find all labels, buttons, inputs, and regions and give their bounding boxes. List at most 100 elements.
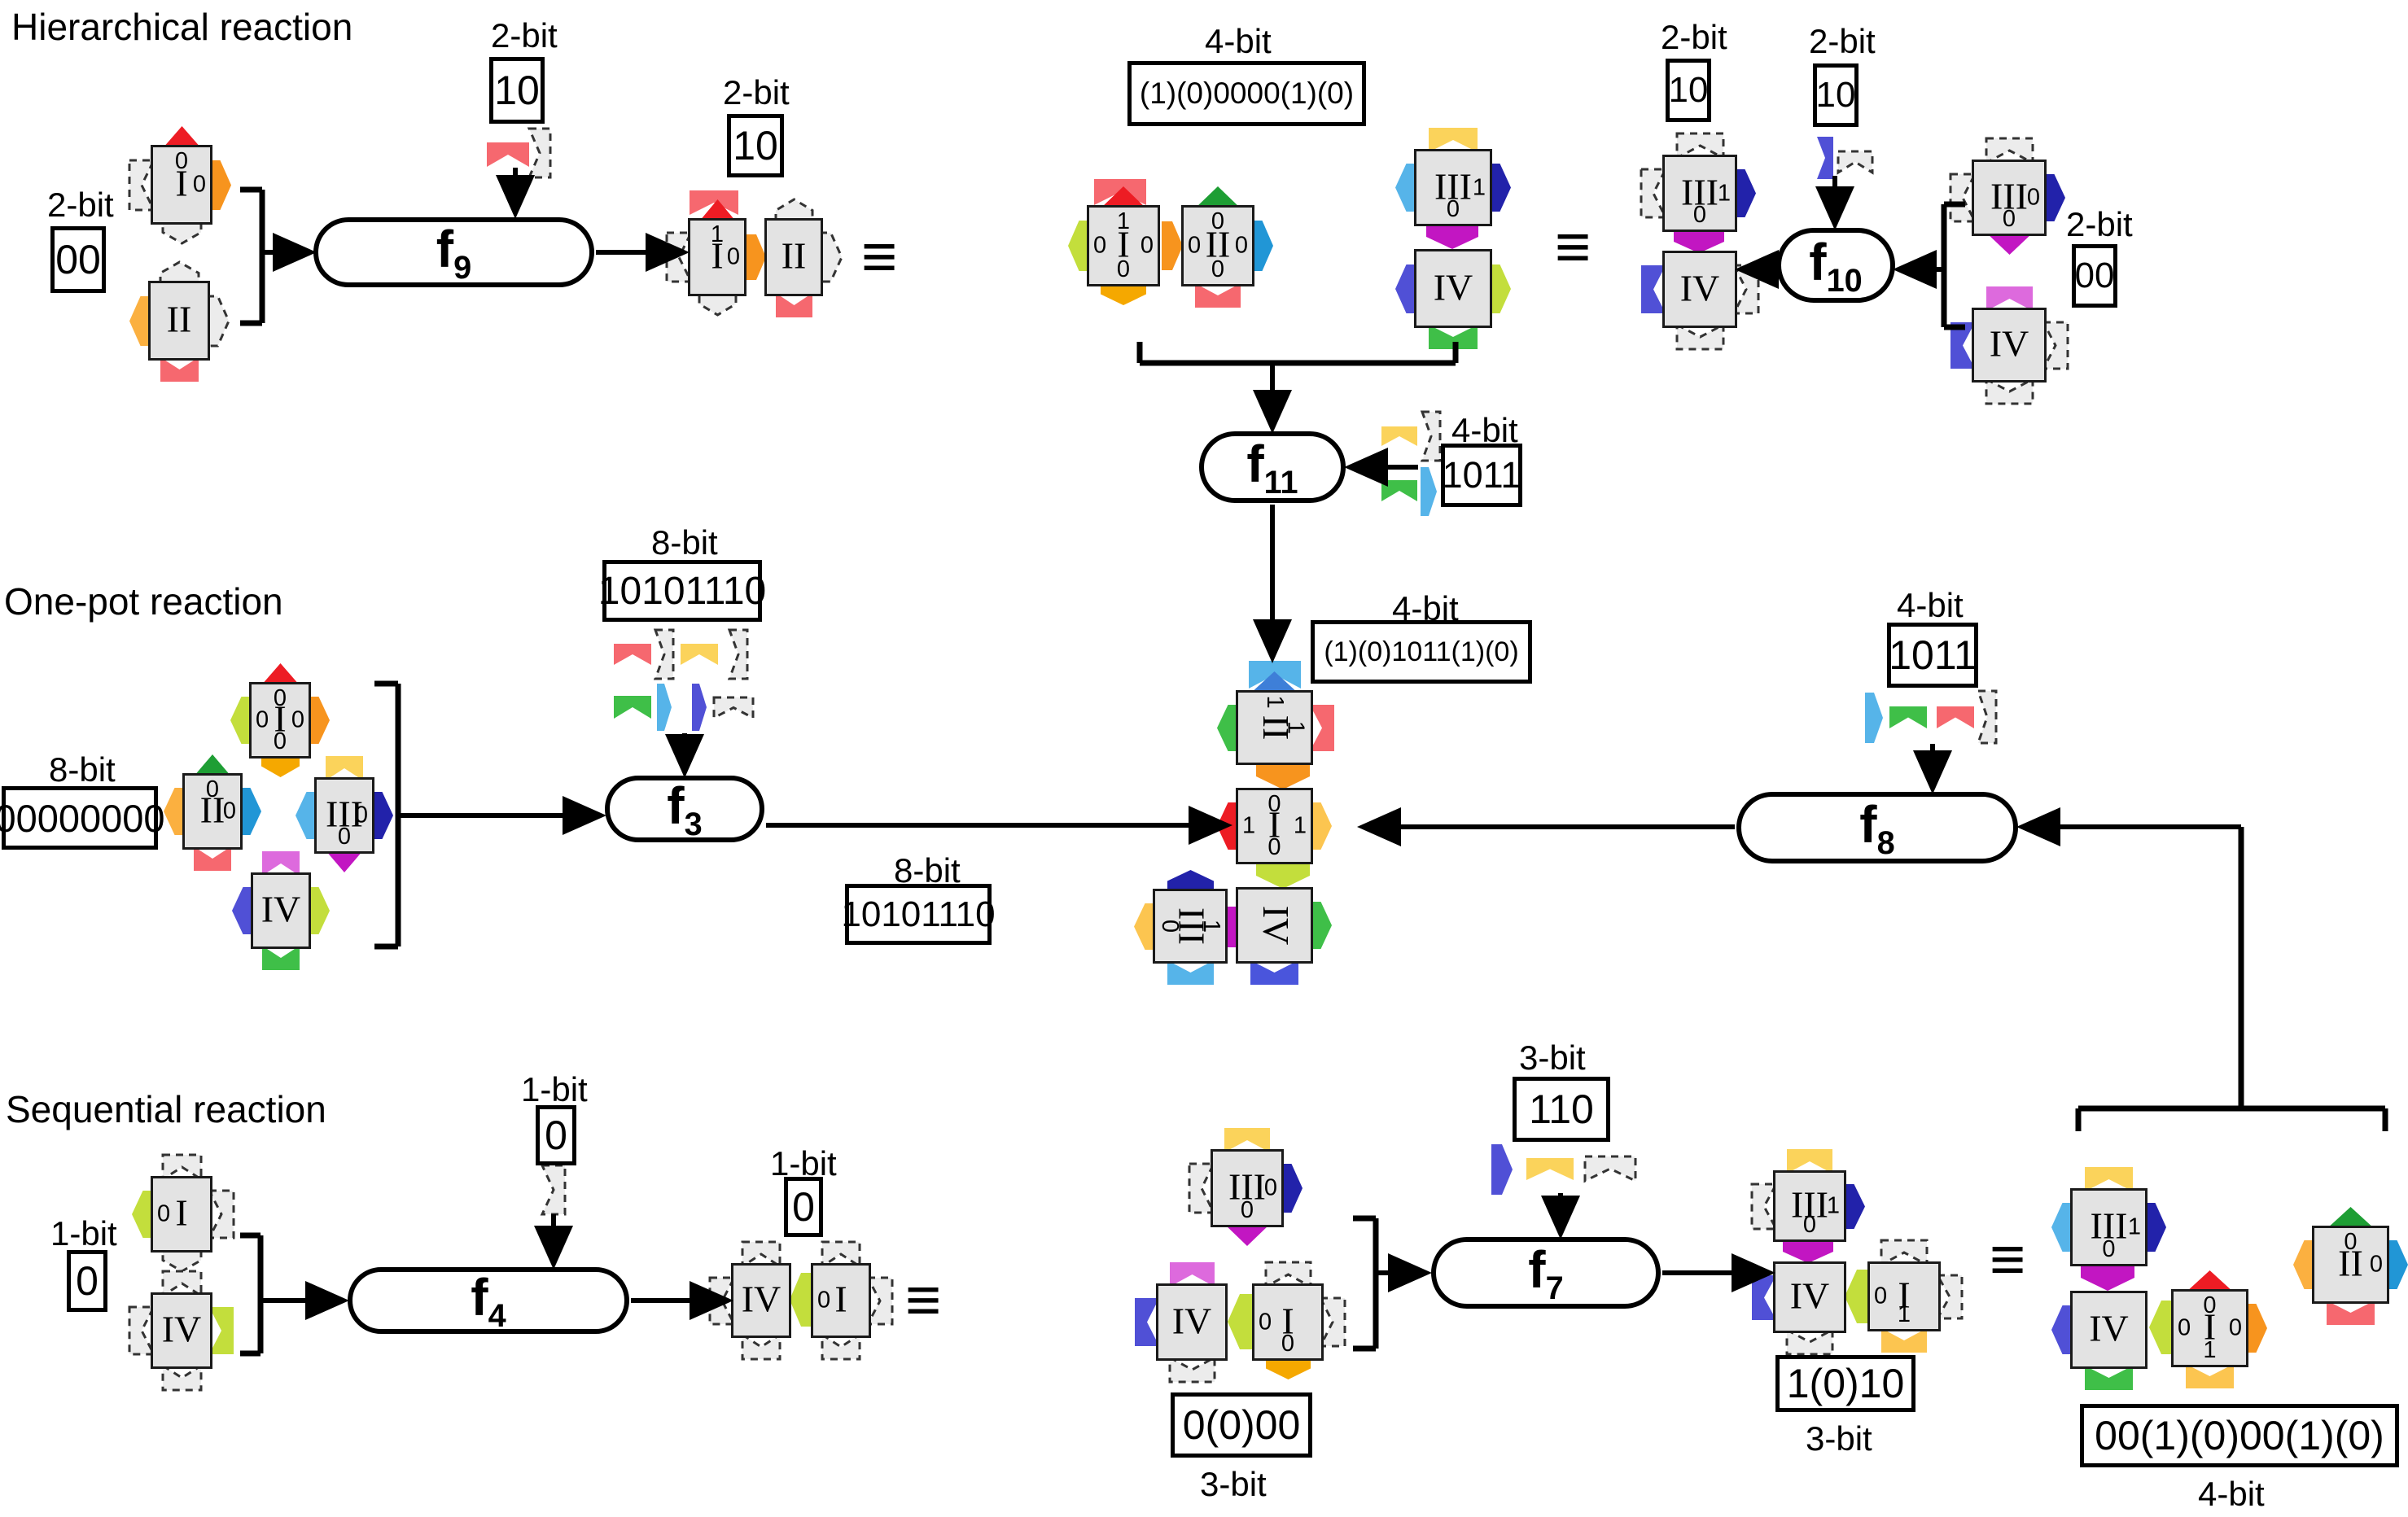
tile-bit-bottom: 0 xyxy=(337,824,352,850)
tile-f10-in-IV: IV xyxy=(1972,308,2047,383)
tile-numeral: I xyxy=(711,234,724,277)
dyellow-chev-tab-icon xyxy=(1134,903,1156,950)
bit-label-br-out: 4-bit xyxy=(2198,1475,2265,1513)
tile-numeral: IV xyxy=(2089,1307,2129,1349)
tile-bit-right: 1 xyxy=(2127,1213,2141,1240)
tile-numeral: I xyxy=(2203,1305,2217,1348)
lmagenta-flag-tab-icon xyxy=(1169,1262,1215,1287)
chart-chev-tab-icon xyxy=(1068,221,1090,271)
tile-bit-left: 0 xyxy=(817,1287,831,1314)
function-node-f4: f4 xyxy=(348,1267,629,1334)
bit-value-box-f3-top: 10101110 xyxy=(598,560,766,622)
yellow-flag-icon xyxy=(1787,1149,1832,1174)
dash-flag-icon xyxy=(161,1153,202,1182)
orange-connector-pair4 xyxy=(1162,221,1183,270)
bit-label-f7-top: 3-bit xyxy=(1519,1038,1586,1077)
dyellow-flag-icon xyxy=(2186,1364,2234,1388)
salmon-flag-icon xyxy=(160,357,199,382)
tile-f10-out-IV: IV xyxy=(1662,251,1737,328)
red-tri-tab-icon xyxy=(2186,1270,2234,1292)
bit-label-onepot-input: 8-bit xyxy=(49,750,116,789)
lmagenta-flag-icon xyxy=(262,851,300,876)
orange-chev-icon xyxy=(308,697,330,744)
lblue-chev-f8 xyxy=(1865,693,1883,743)
dashed-ribbon-f3c xyxy=(712,696,755,720)
salmon-flag-tab-icon xyxy=(1195,283,1241,308)
tile-content: IV xyxy=(733,1266,789,1336)
red-tri-icon xyxy=(1101,186,1146,208)
lblue-flag-tab-icon xyxy=(1167,960,1214,985)
tile-br-IV: IV xyxy=(2070,1291,2147,1369)
tile-numeral: IV xyxy=(1679,266,1720,308)
salmon-ribbon-f9out xyxy=(690,190,738,215)
bit-value-box-br-out: 00(1)(0)00(1)(0) xyxy=(2080,1404,2399,1467)
magenta-tri-icon xyxy=(1986,233,2033,255)
dash-flag-icon xyxy=(207,1189,235,1239)
tile-bit-right: 1 xyxy=(1293,812,1307,839)
bviolet-chev-icon xyxy=(232,887,254,934)
magenta-connector-stack4 xyxy=(1426,225,1478,249)
dash-flag-icon xyxy=(1264,1261,1311,1289)
bit-value-box-f10-out: 10 xyxy=(1666,59,1711,122)
section-label-hierarchical-reaction: Hierarchical reaction xyxy=(11,6,353,48)
dash-flag-icon xyxy=(1168,1355,1215,1384)
red-tri-icon xyxy=(261,663,300,685)
bit-value-box-f9-top: 10 xyxy=(489,57,545,124)
tile-bit-top: 1 xyxy=(1198,919,1224,933)
tile-content: II 0 0 0 0 xyxy=(1184,208,1252,284)
lmagenta-flag-icon xyxy=(1169,1262,1215,1287)
tile-bit-top: 0 xyxy=(273,685,287,711)
bit-label-f9-top: 2-bit xyxy=(491,16,558,55)
dash-flag-tab-icon xyxy=(1188,1162,1216,1214)
magenta-tri-tab-icon xyxy=(326,850,363,872)
dash-flag-tab-icon xyxy=(1675,132,1724,160)
tile-numeral: IV xyxy=(261,888,301,930)
salmon-ribbon-f8 xyxy=(1937,706,1974,728)
yellow-flag-icon xyxy=(1224,1128,1270,1152)
cblue-chev-icon xyxy=(2386,1240,2408,1289)
dash-flag-icon xyxy=(1732,264,1760,315)
dashed-ribbon-f11 xyxy=(1420,410,1442,462)
equivalence-sign-equiv-1: ≡ xyxy=(861,222,898,291)
dash-flag-tab-icon xyxy=(1675,322,1724,351)
tile-numeral: I xyxy=(1117,223,1130,265)
dyellow-flag-tab-icon xyxy=(2186,1364,2234,1388)
navy-chev-tab-icon xyxy=(1843,1183,1865,1229)
dash-flag-icon xyxy=(2041,321,2069,369)
lblue-chev-icon xyxy=(1395,164,1417,212)
bit-value-box-f7-top: 110 xyxy=(1513,1077,1610,1142)
tile-bit-right: 0 xyxy=(2026,184,2040,211)
salmon-flag-icon xyxy=(775,293,812,317)
dash-flag-icon xyxy=(161,1363,202,1392)
tile-bit-left: 0 xyxy=(1188,232,1202,259)
bgreen-chev-tab-icon xyxy=(1217,704,1239,751)
function-label: f9 xyxy=(436,219,472,286)
tile-content: II 0 0 xyxy=(2314,1228,2387,1301)
bviolet-chev-tab-icon xyxy=(2051,1305,2073,1354)
dash-flag-icon xyxy=(161,1270,202,1298)
chart-flag-tab-icon xyxy=(209,1307,234,1354)
red-tri-icon xyxy=(2186,1270,2234,1292)
tile-numeral: IV xyxy=(1989,322,2029,365)
lblue-chev-f3 xyxy=(657,684,672,731)
yellow-flag-tab-icon xyxy=(1787,1149,1832,1174)
navy-chev-icon xyxy=(371,792,393,839)
golden-chev-icon xyxy=(261,755,300,777)
chart-chev-icon xyxy=(230,697,252,744)
chart-chev-icon xyxy=(1489,264,1511,313)
tile-content: II xyxy=(151,283,208,358)
lmagenta-flag-icon xyxy=(1986,286,2033,311)
orange-chev-icon xyxy=(209,160,231,210)
dash-chev-tab-icon xyxy=(205,295,230,347)
dash-flag-tab-icon xyxy=(821,1240,861,1269)
lblue-chev-icon xyxy=(2051,1203,2073,1252)
tile-bit-left: 0 xyxy=(1259,1309,1272,1335)
tile-numeral: I xyxy=(175,1191,188,1234)
tile-bit-right: 0 xyxy=(192,171,206,198)
